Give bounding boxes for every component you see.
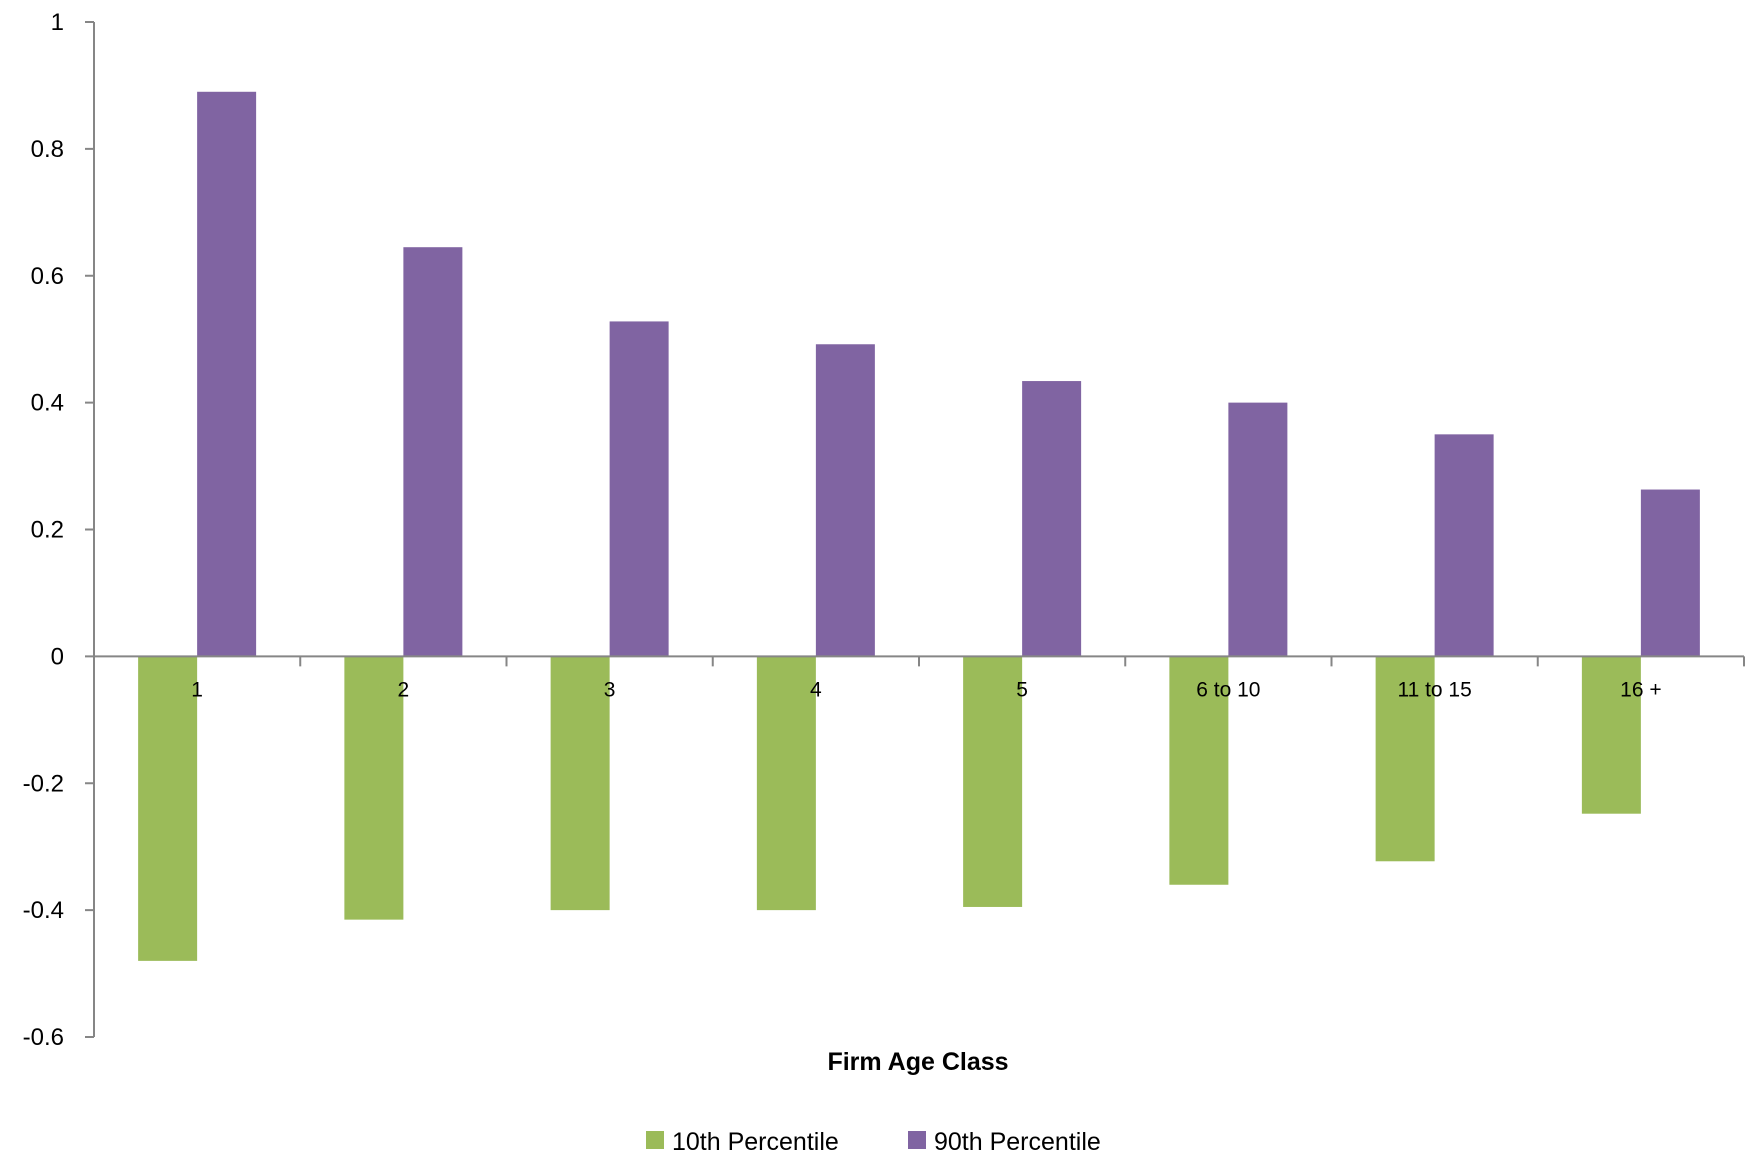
bar-10th-percentile: [138, 656, 198, 961]
bar-10th-percentile: [756, 656, 816, 911]
bar-90th-percentile: [1640, 489, 1700, 657]
y-tick-label: 0.8: [31, 136, 64, 163]
y-tick-label: -0.6: [23, 1024, 64, 1051]
bar-10th-percentile: [550, 656, 610, 911]
bar-90th-percentile: [815, 344, 875, 657]
x-category-label: 4: [810, 678, 822, 701]
y-axis: 1 0.8 0.6 0.4 0.2 0 -0.2 -0.4 -0.6: [23, 9, 95, 1051]
bars: [138, 91, 1700, 961]
bar-10th-percentile: [1375, 656, 1435, 862]
legend-label-90th: 90th Percentile: [934, 1128, 1101, 1156]
bar-90th-percentile: [609, 321, 669, 657]
x-category-label: 11 to 15: [1397, 678, 1471, 701]
bar-90th-percentile: [1434, 434, 1494, 657]
bar-10th-percentile: [1169, 656, 1229, 885]
bar-10th-percentile: [963, 656, 1023, 907]
bar-90th-percentile: [1228, 402, 1288, 657]
y-tick-label: 0: [51, 643, 64, 670]
legend-label-10th: 10th Percentile: [672, 1128, 839, 1156]
legend-swatch-10th: [646, 1131, 664, 1149]
x-axis-title: Firm Age Class: [827, 1048, 1008, 1076]
y-tick-label: 1: [51, 9, 64, 36]
x-category-label: 16 +: [1620, 678, 1661, 701]
legend: 10th Percentile 90th Percentile: [646, 1128, 1101, 1156]
y-tick-label: 0.4: [31, 390, 64, 417]
y-tick-label: 0.2: [31, 517, 64, 544]
x-category-label: 6 to 10: [1196, 678, 1260, 701]
bar-10th-percentile: [1581, 656, 1641, 814]
x-category-label: 2: [398, 678, 410, 701]
x-category-label: 5: [1016, 678, 1028, 701]
y-tick-label: -0.2: [23, 770, 64, 797]
bar-90th-percentile: [197, 91, 257, 657]
x-category-label: 1: [191, 678, 203, 701]
bar-90th-percentile: [1022, 381, 1082, 657]
bar-90th-percentile: [403, 247, 463, 657]
x-category-label: 3: [604, 678, 616, 701]
legend-swatch-90th: [908, 1131, 926, 1149]
category-labels: 1 2 3 4 5 6 to 10 11 to 15 16 +: [191, 678, 1661, 701]
x-axis: [93, 655, 1745, 667]
y-tick-label: 0.6: [31, 263, 64, 290]
bar-10th-percentile: [344, 656, 404, 920]
y-tick-label: -0.4: [23, 897, 64, 924]
